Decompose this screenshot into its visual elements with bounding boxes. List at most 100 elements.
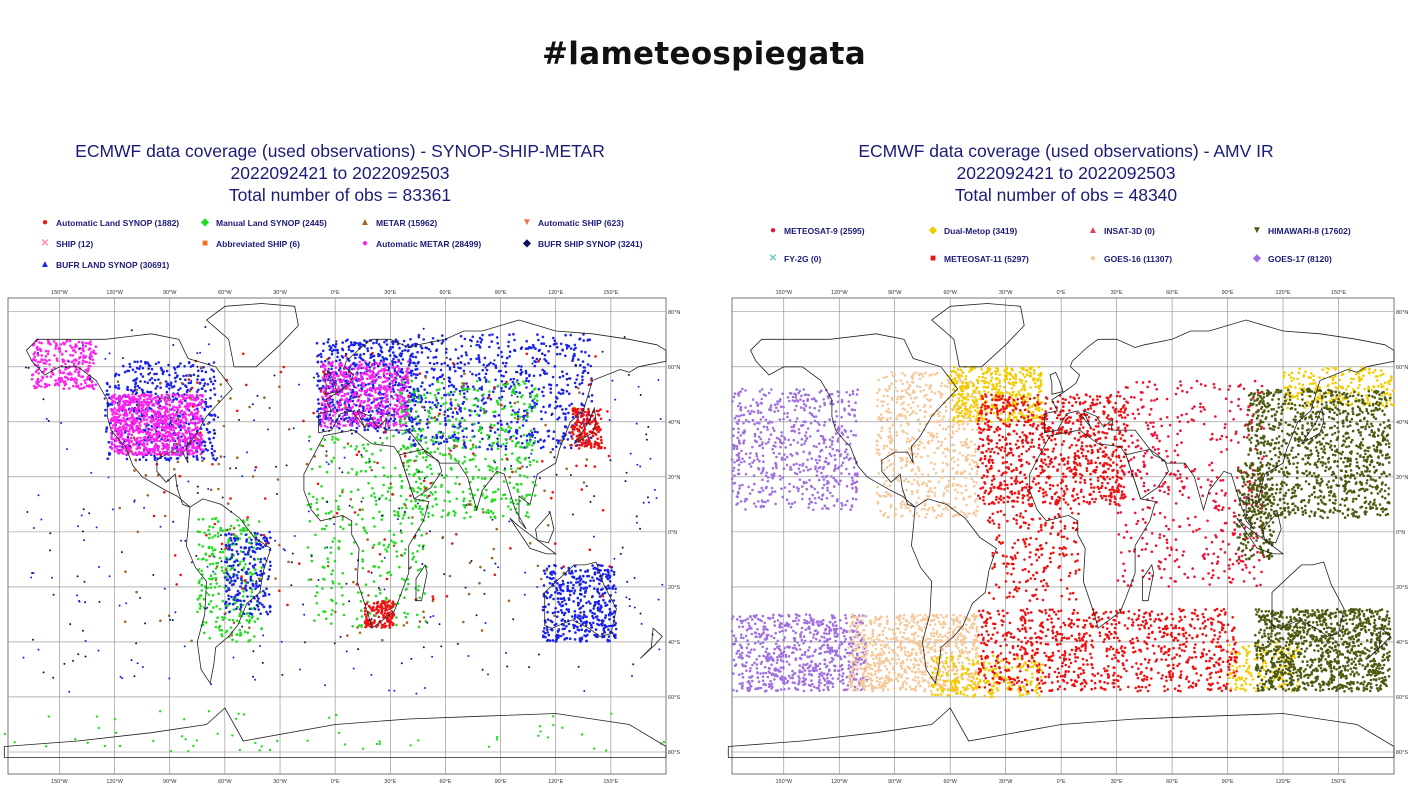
obs-point — [362, 382, 365, 385]
obs-point — [556, 439, 559, 442]
obs-point — [406, 372, 409, 375]
obs-point — [256, 547, 259, 550]
obs-point — [224, 576, 227, 579]
obs-point — [384, 380, 387, 383]
obs-point — [395, 616, 398, 619]
obs-point — [425, 441, 428, 444]
obs-point — [164, 426, 167, 429]
obs-point — [196, 447, 199, 450]
obs-point — [398, 431, 401, 434]
obs-point — [381, 442, 384, 445]
obs-point — [60, 377, 63, 380]
obs-point — [45, 383, 48, 386]
obs-point — [122, 365, 125, 368]
obs-point — [372, 372, 375, 375]
obs-point — [204, 408, 207, 411]
obs-point — [56, 382, 59, 385]
obs-point — [509, 482, 512, 485]
obs-point — [406, 389, 409, 392]
obs-point — [604, 569, 607, 572]
obs-point — [343, 372, 346, 375]
obs-point — [205, 553, 208, 556]
obs-point — [254, 532, 257, 535]
obs-point — [589, 580, 592, 583]
obs-point — [417, 361, 420, 364]
obs-point — [379, 411, 382, 414]
obs-point — [519, 446, 522, 449]
obs-point — [462, 491, 465, 494]
obs-point — [143, 450, 146, 453]
obs-point — [582, 339, 585, 342]
obs-point — [586, 621, 589, 624]
obs-point — [198, 580, 201, 583]
obs-point — [476, 380, 479, 383]
obs-point — [488, 346, 491, 349]
obs-point — [517, 457, 520, 460]
obs-point — [197, 375, 200, 378]
obs-point — [195, 451, 198, 454]
obs-point — [138, 432, 141, 435]
obs-point — [151, 419, 154, 422]
obs-point — [574, 638, 577, 641]
obs-point — [544, 572, 547, 575]
obs-point — [339, 370, 342, 373]
obs-point — [541, 391, 544, 394]
obs-point — [209, 610, 212, 613]
obs-point — [362, 366, 365, 369]
obs-point — [508, 430, 511, 433]
obs-point — [69, 354, 72, 357]
obs-point — [419, 401, 422, 404]
obs-point — [310, 448, 313, 451]
obs-point — [451, 416, 454, 419]
obs-point — [601, 611, 604, 614]
obs-point — [337, 351, 340, 354]
obs-point — [407, 583, 410, 586]
obs-point — [193, 447, 196, 450]
obs-point — [520, 369, 523, 372]
obs-point — [478, 469, 481, 472]
obs-point — [134, 383, 137, 386]
obs-point — [577, 577, 580, 580]
obs-point — [441, 342, 444, 345]
obs-point — [433, 363, 436, 366]
obs-point — [207, 594, 210, 597]
obs-point — [426, 371, 429, 374]
obs-point — [48, 363, 51, 366]
obs-point — [442, 435, 445, 438]
obs-point — [323, 387, 326, 390]
obs-point — [326, 378, 329, 381]
obs-point — [431, 383, 434, 386]
obs-point — [323, 438, 326, 441]
obs-point — [416, 368, 419, 371]
obs-point — [534, 406, 537, 409]
obs-point — [454, 399, 457, 402]
obs-point — [528, 375, 531, 378]
obs-point — [59, 369, 62, 372]
obs-point — [337, 386, 340, 389]
obs-point — [165, 409, 168, 412]
obs-point — [456, 362, 459, 365]
obs-point — [558, 628, 561, 631]
obs-point — [609, 608, 612, 611]
obs-point — [397, 511, 400, 514]
obs-point — [142, 456, 145, 459]
obs-point — [398, 367, 401, 370]
obs-point — [179, 406, 182, 409]
obs-point — [415, 410, 418, 413]
obs-point — [199, 605, 202, 608]
obs-point — [386, 550, 389, 553]
obs-point — [401, 507, 404, 510]
obs-point — [365, 461, 368, 464]
obs-point — [477, 476, 480, 479]
obs-point — [267, 613, 270, 616]
obs-point — [115, 418, 118, 421]
obs-point — [477, 354, 480, 357]
obs-point — [380, 425, 383, 428]
obs-point — [262, 595, 265, 598]
obs-point — [540, 447, 543, 450]
obs-point — [116, 448, 119, 451]
obs-point — [185, 413, 188, 416]
obs-point — [400, 531, 403, 534]
obs-point — [316, 384, 319, 387]
obs-point — [81, 362, 84, 365]
